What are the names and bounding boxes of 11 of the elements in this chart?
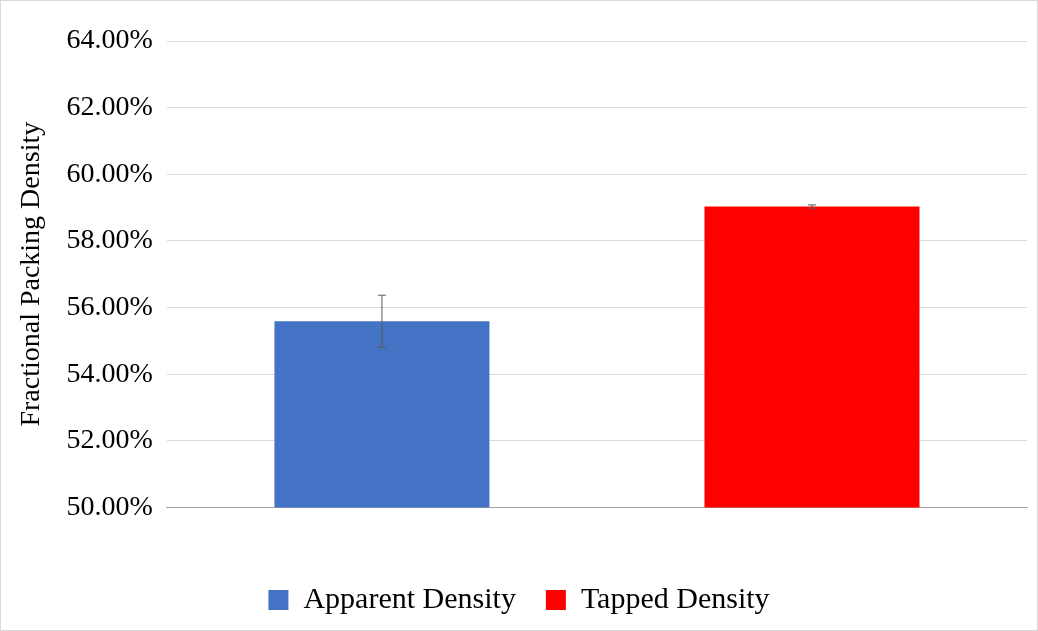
y-tick-label: 56.00% <box>66 289 153 321</box>
y-tick-label: 58.00% <box>66 223 153 255</box>
legend-label: Apparent Density <box>303 580 516 614</box>
y-tick-label: 50.00% <box>66 489 153 521</box>
legend-label: Tapped Density <box>580 580 770 614</box>
y-tick-label: 52.00% <box>66 423 153 455</box>
y-axis-title: Fractional Packing Density <box>14 121 46 427</box>
y-tick-label: 60.00% <box>66 156 153 188</box>
y-tick-label: 62.00% <box>66 89 153 121</box>
y-tick-label: 64.00% <box>66 23 153 55</box>
y-tick-label: 54.00% <box>66 356 153 388</box>
